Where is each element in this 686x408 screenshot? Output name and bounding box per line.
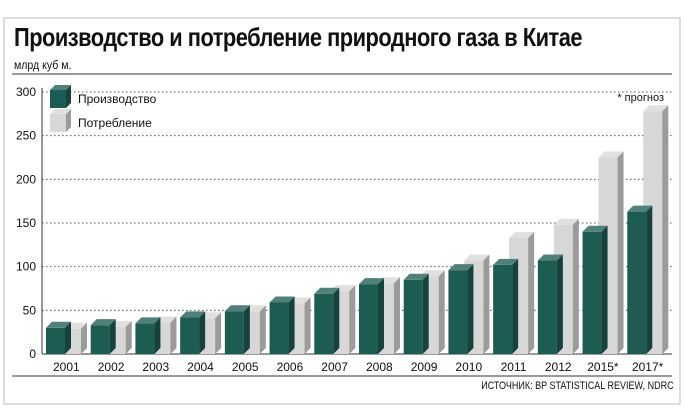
legend-swatch xyxy=(50,114,66,132)
legend-label: Производство xyxy=(78,92,157,106)
y-tick-label: 200 xyxy=(16,172,36,186)
bar-production xyxy=(224,305,250,354)
x-tick-label: 2001 xyxy=(53,360,80,374)
x-tick-label: 2008 xyxy=(366,360,393,374)
bar-production xyxy=(180,311,206,354)
x-tick-label: 2012 xyxy=(545,360,572,374)
legend-swatch-top xyxy=(50,109,71,114)
bar-production xyxy=(359,278,384,354)
y-tick-label: 0 xyxy=(29,347,36,361)
legend-swatch-top xyxy=(50,85,71,90)
chart-title: Производство и потребление природного га… xyxy=(14,22,583,52)
x-tick-label: 2004 xyxy=(187,360,214,374)
bar-production xyxy=(46,321,71,354)
x-tick-label: 2010 xyxy=(455,360,482,374)
bar-production xyxy=(448,264,474,354)
legend-label: Потребление xyxy=(78,116,152,130)
outer-border xyxy=(3,17,681,405)
x-tick-label: 2002 xyxy=(98,360,125,374)
unit-label: млрд куб м. xyxy=(14,58,72,72)
legend-swatch xyxy=(50,90,66,108)
x-tick-label: 2015* xyxy=(587,360,619,374)
y-tick-label: 50 xyxy=(23,303,37,317)
x-tick-label: 2003 xyxy=(142,360,169,374)
legend-swatch-side xyxy=(66,109,71,132)
bar-production xyxy=(582,225,608,354)
x-tick-label: 2005 xyxy=(232,360,259,374)
bar-production xyxy=(537,254,563,354)
bar-production xyxy=(627,205,653,354)
x-tick-label: 2017* xyxy=(632,360,664,374)
x-tick-label: 2011 xyxy=(501,360,527,374)
bar-production xyxy=(90,319,116,354)
source-label: ИСТОЧНИК: BP STATISTICAL REVIEW, NDRC xyxy=(481,380,674,392)
bar-production xyxy=(135,317,161,354)
forecast-note: * прогноз xyxy=(617,92,664,104)
y-tick-label: 150 xyxy=(16,216,36,230)
bar-production xyxy=(403,273,429,354)
x-tick-label: 2006 xyxy=(277,360,304,374)
x-tick-label: 2007 xyxy=(321,360,348,374)
y-tick-label: 300 xyxy=(16,85,36,99)
bar-production xyxy=(269,296,295,354)
y-tick-label: 250 xyxy=(16,129,36,143)
bar-production xyxy=(314,287,340,354)
y-tick-label: 100 xyxy=(16,260,36,274)
x-tick-label: 2009 xyxy=(411,360,438,374)
legend-swatch-side xyxy=(66,85,71,108)
bar-production xyxy=(493,258,519,354)
